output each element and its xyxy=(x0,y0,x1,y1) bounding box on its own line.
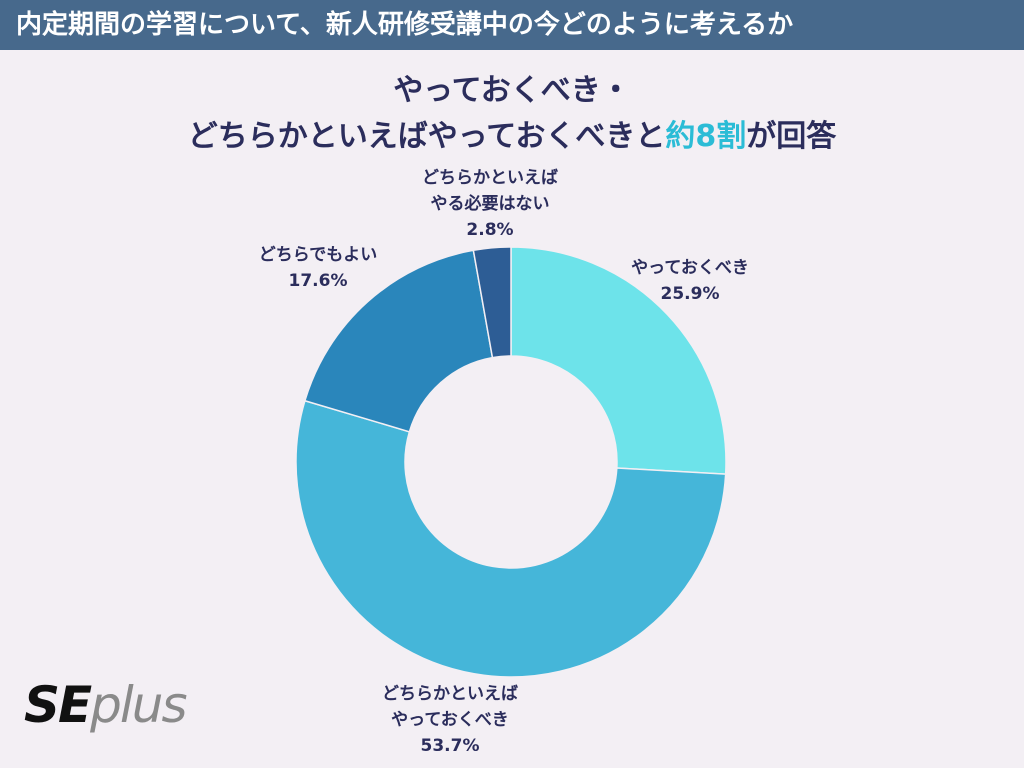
title-line: どちらかといえばやっておくべきと約8割が回答 xyxy=(0,114,1024,160)
category-label: どちらかといえば やる必要はない xyxy=(422,168,558,214)
logo-light: plus xyxy=(90,676,187,734)
slice-label: どちらかといえば やっておくべき 53.7% xyxy=(382,681,518,759)
donut-slice xyxy=(295,399,727,678)
slice-label: どちらでもよい 17.6% xyxy=(259,242,378,294)
title-highlight: 約8割 xyxy=(665,119,747,154)
category-label: どちらかといえば やっておくべき xyxy=(382,684,518,730)
chart-title: やっておくべき・ どちらかといえばやっておくべきと約8割が回答 xyxy=(0,68,1024,160)
logo-bold: SE xyxy=(24,676,92,734)
logo: SEplus xyxy=(24,676,188,734)
value-label: 25.9% xyxy=(660,284,720,304)
value-label: 2.8% xyxy=(466,220,514,240)
title-text: どちらかといえばやっておくべきと xyxy=(187,119,666,154)
title-line: やっておくべき・ xyxy=(393,73,631,108)
slice-label: やっておくべき 25.9% xyxy=(631,255,749,307)
category-label: どちらでもよい xyxy=(258,245,378,265)
donut-slice xyxy=(303,249,494,433)
category-label: やっておくべき xyxy=(631,258,749,278)
title-text: が回答 xyxy=(746,119,837,154)
value-label: 17.6% xyxy=(288,271,348,291)
value-label: 53.7% xyxy=(420,736,480,756)
donut-slice xyxy=(472,246,512,359)
donut-slice xyxy=(510,246,727,475)
header-title: 内定期間の学習について、新人研修受講中の今どのように考えるか xyxy=(0,0,1024,50)
slice-label: どちらかといえば やる必要はない 2.8% xyxy=(422,165,558,243)
